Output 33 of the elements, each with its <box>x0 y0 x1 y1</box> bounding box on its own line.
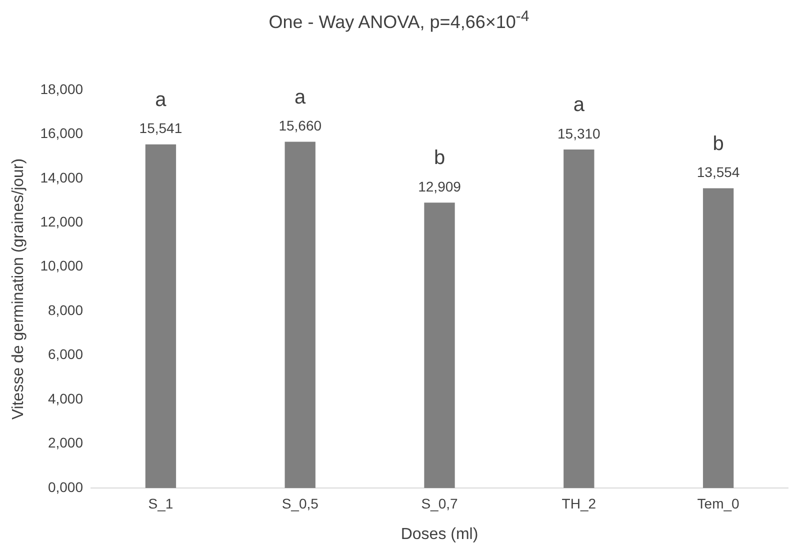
y-tick-label: 10,000 <box>40 258 84 274</box>
bar <box>564 149 594 488</box>
y-axis-title: Vitesse de germination (graines/jour) <box>10 158 28 420</box>
x-tick-label: S_1 <box>148 495 174 512</box>
x-tick-label: TH_2 <box>562 495 596 512</box>
y-tick-label: 16,000 <box>40 125 84 142</box>
y-tick-label: 6,000 <box>48 346 84 362</box>
annotation: a <box>573 94 586 116</box>
bar <box>424 202 455 488</box>
bar <box>284 142 316 488</box>
x-tick-label: Tem_0 <box>697 495 740 512</box>
data-label: 15,660 <box>278 118 322 134</box>
data-label: 12,909 <box>418 178 462 194</box>
x-tick-label: S_0,7 <box>421 495 458 512</box>
y-tick-label: 4,000 <box>48 390 84 406</box>
bar <box>702 188 734 488</box>
y-tick-label: 8,000 <box>48 302 84 318</box>
y-tick-label: 12,000 <box>40 214 84 230</box>
chart-title: One - Way ANOVA, p=4,66×10$^{-4}$ <box>268 8 530 33</box>
y-tick-label: 2,000 <box>48 434 84 451</box>
y-tick-label: 14,000 <box>40 169 84 186</box>
bar <box>145 144 176 488</box>
annotation: b <box>434 147 446 170</box>
data-label: 13,554 <box>696 164 740 180</box>
x-axis-title: Doses (ml) <box>400 526 478 543</box>
data-label: 15,310 <box>557 125 601 142</box>
annotation: a <box>155 88 168 111</box>
x-tick-label: S_0,5 <box>282 495 319 512</box>
y-tick-label: 0,000 <box>48 478 84 495</box>
data-label: 15,541 <box>139 120 182 136</box>
annotation: a <box>294 86 307 108</box>
y-tick-label: 18,000 <box>40 80 84 97</box>
annotation: b <box>712 132 724 155</box>
